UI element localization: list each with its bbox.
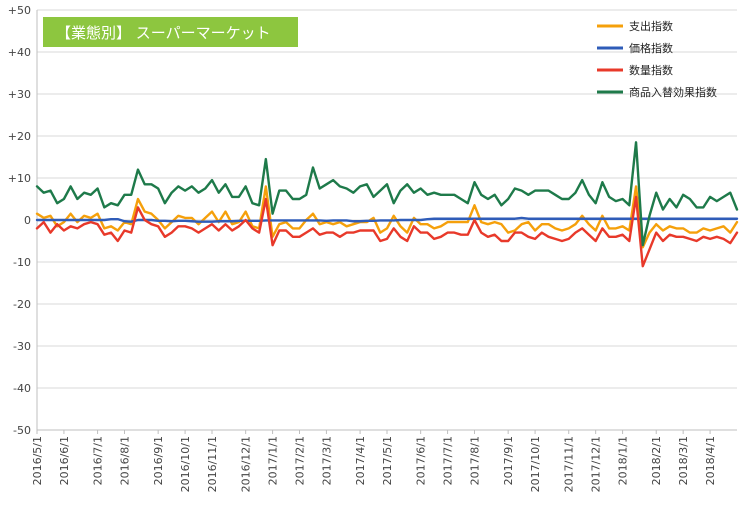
- y-tick-label: 0: [24, 214, 31, 227]
- x-tick-label: 2018/3/1: [677, 436, 690, 485]
- y-tick-label: +30: [8, 88, 31, 101]
- series-line-4: [35, 141, 739, 247]
- x-tick-label: 2016/7/1: [92, 436, 105, 485]
- title-box: [43, 17, 298, 47]
- x-tick-label: 2016/8/1: [119, 436, 132, 485]
- y-tick-label: +40: [8, 46, 31, 59]
- x-tick-label: 2018/1/1: [617, 436, 630, 485]
- x-tick-label: 2016/12/1: [240, 436, 253, 492]
- y-tick-label: +10: [8, 172, 31, 185]
- x-tick-label: 2018/2/1: [650, 436, 663, 485]
- x-tick-label: 2016/5/1: [31, 436, 44, 485]
- legend-label-2: 価格指数: [629, 41, 673, 55]
- y-tick-label: -30: [13, 340, 31, 353]
- x-tick-label: 2017/1/1: [267, 436, 280, 485]
- x-tick-label: 2017/3/1: [320, 436, 333, 485]
- x-tick-label: 2017/9/1: [502, 436, 515, 485]
- x-tick-label: 2017/2/1: [294, 436, 307, 485]
- x-tick-label: 2016/6/1: [58, 436, 71, 485]
- x-tick-label: 2017/5/1: [381, 436, 394, 485]
- x-tick-label: 2016/9/1: [152, 436, 165, 485]
- y-tick-label: +20: [8, 130, 31, 143]
- x-tick-label: 2018/4/1: [704, 436, 717, 485]
- x-tick-label: 2017/4/1: [354, 436, 367, 485]
- series-lines: [35, 141, 739, 268]
- x-tick-label: 2016/11/1: [206, 436, 219, 492]
- legend-label-3: 数量指数: [629, 63, 673, 77]
- x-tick-label: 2017/12/1: [590, 436, 603, 492]
- legend-label-1: 支出指数: [629, 19, 673, 33]
- y-axis-ticks: +50 +40 +30 +20 +10 0 -10 -20 -30 -40 -50: [8, 4, 31, 437]
- y-tick-label: +50: [8, 4, 31, 17]
- y-tick-label: -50: [13, 424, 31, 437]
- x-tick-label: 2016/10/1: [179, 436, 192, 492]
- y-tick-label: -20: [13, 298, 31, 311]
- x-tick-label: 2017/10/1: [529, 436, 542, 492]
- legend-label-4: 商品入替効果指数: [629, 85, 717, 99]
- x-tick-label: 2017/11/1: [563, 436, 576, 492]
- y-tick-label: -10: [13, 256, 31, 269]
- series-line-3: [35, 195, 739, 268]
- x-axis-ticks: 2016/5/1 2016/6/1 2016/7/1 2016/8/1 2016/9/1…: [31, 430, 717, 492]
- series-line-1: [35, 185, 739, 249]
- chart-title: 【業態別】 スーパーマーケット: [56, 24, 271, 42]
- x-tick-label: 2017/7/1: [442, 436, 455, 485]
- x-tick-label: 2017/6/1: [415, 436, 428, 485]
- series-line-2: [35, 216, 739, 223]
- y-tick-label: -40: [13, 382, 31, 395]
- x-tick-label: 2017/8/1: [469, 436, 482, 485]
